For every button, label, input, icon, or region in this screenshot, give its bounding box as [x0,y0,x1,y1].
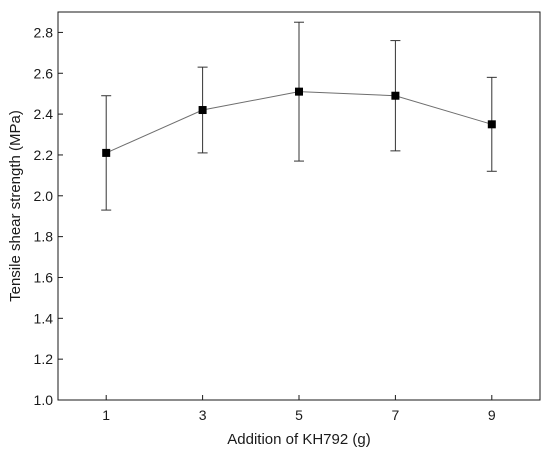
y-tick-label: 2.6 [34,65,54,81]
y-tick-label: 1.8 [34,229,54,245]
y-tick-label: 2.2 [34,147,54,163]
y-tick-label: 1.0 [34,392,54,408]
x-tick-label: 5 [295,407,303,423]
y-tick-label: 2.4 [34,106,54,122]
x-tick-label: 1 [102,407,110,423]
y-tick-label: 1.6 [34,269,54,285]
data-point [391,91,400,100]
x-tick-label: 3 [199,407,207,423]
y-tick-label: 1.4 [34,310,54,326]
y-tick-label: 2.0 [34,188,54,204]
y-tick-label: 1.2 [34,351,54,367]
x-axis: 1 3 5 7 9 [102,395,496,423]
data-point [102,148,111,157]
x-axis-title: Addition of KH792 (g) [227,431,370,448]
x-tick-label: 9 [488,407,496,423]
error-bars [101,21,497,211]
y-axis: 1.0 1.2 1.4 1.6 1.8 2.0 2.2 2.4 2.6 2.8 [34,24,63,408]
y-tick-label: 2.8 [34,24,54,40]
data-point [295,87,303,96]
data-point [487,120,496,129]
x-tick-label: 7 [392,407,400,423]
y-axis-title: Tensile shear strength (MPa) [7,110,24,302]
data-markers [102,87,496,157]
data-point [198,106,207,115]
